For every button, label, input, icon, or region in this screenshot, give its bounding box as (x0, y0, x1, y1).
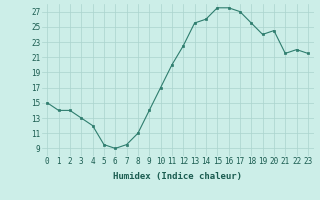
X-axis label: Humidex (Indice chaleur): Humidex (Indice chaleur) (113, 172, 242, 181)
